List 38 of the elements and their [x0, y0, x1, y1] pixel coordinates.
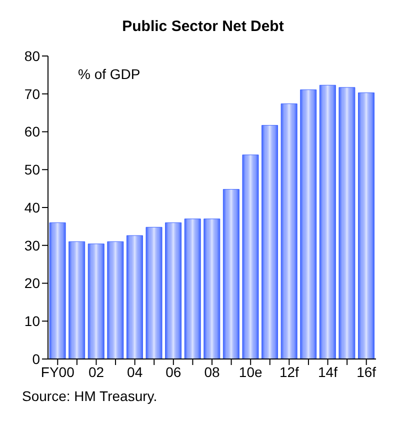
bar: [184, 218, 201, 359]
x-tick-label: 04: [127, 364, 143, 380]
x-tick-label: FY00: [40, 364, 75, 380]
bar: [107, 241, 124, 359]
y-tick-label: 10: [24, 313, 40, 330]
x-tick-label: 08: [204, 364, 220, 380]
bar: [68, 241, 86, 359]
y-tick-label: 20: [24, 275, 40, 292]
bar: [262, 125, 278, 359]
bar: [338, 87, 356, 359]
x-tick-label: 02: [88, 364, 104, 380]
y-tick-label: 30: [24, 237, 40, 254]
bar: [300, 89, 317, 359]
bar: [49, 222, 66, 359]
y-tick-label: 50: [24, 162, 40, 178]
bar: [126, 235, 143, 359]
y-tick-label: 70: [24, 86, 40, 102]
bar: [242, 154, 259, 359]
annotation: % of GDP: [78, 66, 140, 82]
bar: [165, 222, 182, 359]
bar: [146, 226, 162, 359]
x-tick-label: 14f: [318, 364, 338, 380]
bar: [204, 218, 220, 359]
x-tick-label: 12f: [279, 364, 300, 380]
y-tick-label: 40: [24, 199, 40, 216]
bar: [88, 244, 104, 359]
x-tick-label: 16f: [356, 364, 376, 380]
bar: [280, 103, 298, 359]
source-note: Source: HM Treasury.: [22, 388, 158, 404]
bar: [358, 92, 374, 359]
bar: [222, 189, 240, 359]
y-tick-label: 60: [24, 124, 40, 140]
chart-title: Public Sector Net Debt: [121, 17, 285, 37]
x-tick-label: 06: [166, 364, 182, 380]
y-tick-label: 0: [32, 350, 40, 367]
bar: [319, 84, 336, 359]
y-tick-label: 80: [24, 48, 40, 64]
x-tick-label: 10e: [238, 364, 262, 380]
